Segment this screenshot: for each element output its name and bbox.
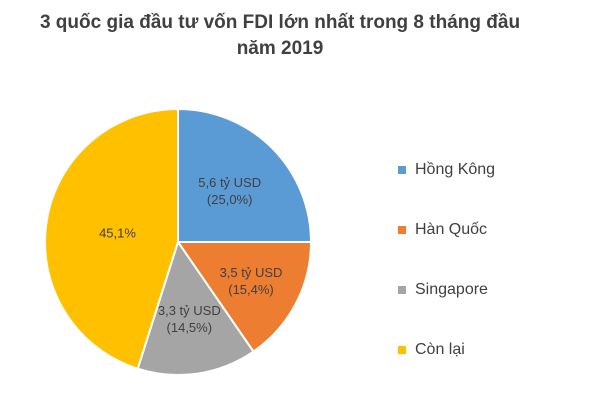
legend-swatch-hong-kong xyxy=(398,166,406,174)
legend-item-hong-kong: Hồng Kông xyxy=(398,140,495,200)
slice-label-con-lai: 45,1% xyxy=(99,226,136,241)
legend-swatch-singapore xyxy=(398,286,406,294)
legend-swatch-han-quoc xyxy=(398,226,406,234)
legend-label-hong-kong: Hồng Kông xyxy=(415,161,496,178)
legend-label-han-quoc: Hàn Quốc xyxy=(415,221,488,238)
pie-slice-han-quoc xyxy=(176,241,313,353)
slice-label-singapore: 3,3 tỷ USD xyxy=(158,303,221,318)
slice-label-hong-kong: 5,6 tỷ USD xyxy=(198,175,261,190)
legend-label-con-lai: Còn lại xyxy=(415,341,465,358)
legend-label-singapore: Singapore xyxy=(415,281,488,298)
legend-swatch-con-lai xyxy=(398,346,406,354)
chart-title: 3 quốc gia đầu tư vốn FDI lớn nhất trong… xyxy=(0,10,560,62)
slice-label-hong-kong: (25,0%) xyxy=(207,192,253,207)
legend-item-con-lai: Còn lại xyxy=(398,320,495,380)
legend-item-singapore: Singapore xyxy=(398,260,495,320)
slice-label-han-quoc: 3,5 tỷ USD xyxy=(220,265,283,280)
chart-legend: Hồng Kông Hàn Quốc Singapore Còn lại xyxy=(398,140,495,380)
slice-label-han-quoc: (15,4%) xyxy=(228,282,274,297)
chart-title-line-2: năm 2019 xyxy=(236,38,324,59)
pie-slice-singapore xyxy=(136,239,255,376)
pie-slice-hong-kong xyxy=(177,107,313,243)
pie-slice-con-lai xyxy=(44,107,179,371)
chart-title-line-1: 3 quốc gia đầu tư vốn FDI lớn nhất trong… xyxy=(39,12,521,33)
legend-item-han-quoc: Hàn Quốc xyxy=(398,200,495,260)
slice-label-singapore: (14,5%) xyxy=(167,320,213,335)
